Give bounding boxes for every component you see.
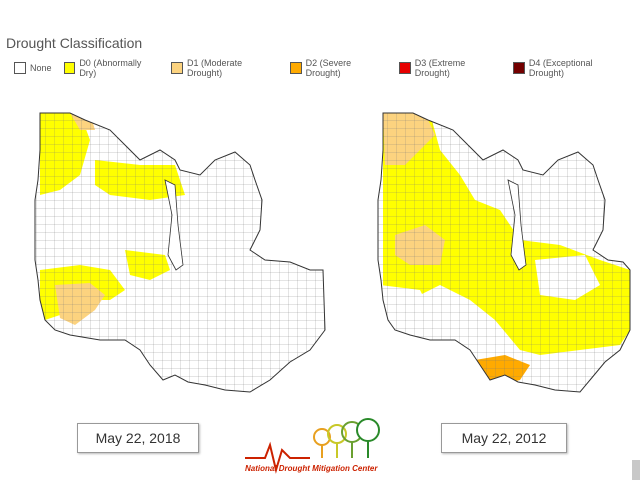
legend-swatch-d2: [289, 62, 302, 74]
map-2018-outline: [34, 112, 326, 393]
legend-label-d4: D4 (Exceptional Drought): [528, 58, 593, 78]
legend-swatch-d3: [399, 62, 411, 74]
map-2018-lake-michigan: [164, 179, 184, 271]
map-2012-county-lines: [378, 113, 630, 392]
legend-item-d1: D1 (Moderate Drought): [171, 58, 278, 78]
ndmc-pulse-line-icon: [245, 441, 310, 474]
ndmc-logo: [245, 418, 380, 474]
legend-item-d4: D4 (Exceptional Drought): [513, 58, 628, 78]
ndmc-logo-text: National Drought Mitigation Center: [245, 464, 378, 473]
legend-label-d3: D3 (Extreme Drought): [414, 58, 466, 78]
legend-label-d1: D1 (Moderate Drought): [187, 58, 243, 78]
legend: None D0 (Abnormally Dry) D1 (Moderate Dr…: [14, 58, 640, 78]
legend-label-d2: D2 (Severe Drought): [305, 58, 352, 78]
date-label-2018: May 22, 2018: [77, 423, 199, 453]
legend-label-d0: D0 (Abnormally Dry): [79, 58, 142, 78]
legend-label-none: None: [30, 63, 52, 73]
map-2012-outline: [377, 112, 631, 393]
legend-swatch-d1: [171, 62, 184, 74]
legend-item-d3: D3 (Extreme Drought): [399, 58, 501, 78]
map-2012-lake-michigan: [507, 179, 527, 271]
legend-item-d0: D0 (Abnormally Dry): [63, 58, 160, 78]
legend-swatch-d4: [513, 62, 525, 74]
legend-swatch-d0: [63, 62, 76, 74]
date-label-2012: May 22, 2012: [441, 423, 567, 453]
map-2012: [377, 112, 631, 393]
map-2018: [34, 112, 326, 393]
scrollbar-thumb[interactable]: [632, 460, 640, 480]
legend-item-d2: D2 (Severe Drought): [289, 58, 387, 78]
page-title: Drought Classification: [6, 35, 143, 51]
legend-swatch-none: [14, 62, 26, 74]
legend-item-none: None: [14, 62, 52, 74]
tree-icon-green: [356, 418, 380, 442]
